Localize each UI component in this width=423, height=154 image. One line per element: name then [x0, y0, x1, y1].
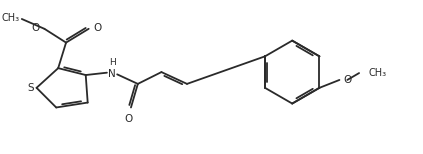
Text: O: O [93, 23, 102, 33]
Text: CH₃: CH₃ [2, 13, 20, 23]
Text: N: N [108, 69, 116, 79]
Text: O: O [125, 114, 133, 124]
Text: H: H [109, 58, 115, 67]
Text: O: O [343, 75, 352, 85]
Text: CH₃: CH₃ [369, 68, 387, 78]
Text: S: S [27, 83, 34, 93]
Text: O: O [31, 23, 39, 33]
